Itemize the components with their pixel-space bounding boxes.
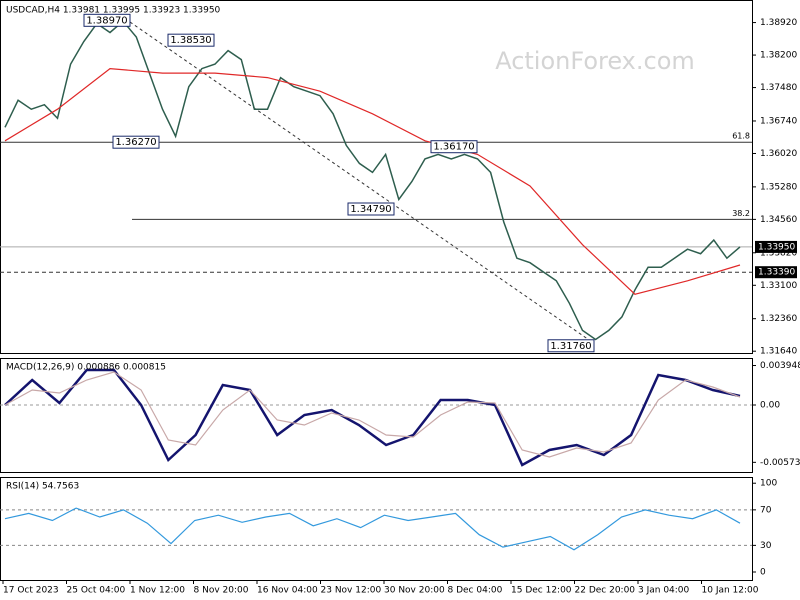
y-tick-label: 70 bbox=[760, 505, 772, 515]
x-tick-label: 10 Jan 12:00 bbox=[702, 586, 759, 596]
panel-frame bbox=[0, 0, 753, 354]
x-tick-label: 22 Dec 20:00 bbox=[575, 586, 636, 596]
series-line bbox=[4, 368, 741, 467]
annotation-box bbox=[347, 202, 395, 216]
annotation-label: 1.36270 bbox=[115, 137, 156, 148]
annotation-label: 1.31760 bbox=[550, 341, 591, 352]
y-tick-label: 1.32360 bbox=[760, 314, 797, 324]
price-box bbox=[755, 240, 797, 253]
annotation-box bbox=[112, 135, 160, 149]
y-tick-label: 100 bbox=[760, 479, 777, 489]
panel-title: USDCAD,H4 1.33981 1.33995 1.33923 1.3395… bbox=[6, 6, 221, 16]
y-tick-label: 1.36740 bbox=[760, 116, 797, 126]
panel-title: MACD(12,26,9) 0.000886 0.000815 bbox=[6, 363, 166, 373]
y-tick-label: 1.31640 bbox=[760, 347, 797, 357]
price-box-label: 1.33390 bbox=[758, 268, 795, 278]
y-tick-label: 0 bbox=[760, 568, 766, 578]
y-tick-label: 1.37480 bbox=[760, 83, 797, 93]
annotation-box bbox=[167, 33, 215, 47]
y-tick-label: 1.33100 bbox=[760, 281, 797, 291]
price-box bbox=[755, 266, 797, 279]
x-tick-label: 30 Nov 20:00 bbox=[384, 586, 445, 596]
panel-frame bbox=[0, 358, 753, 473]
panel-title: RSI(14) 54.7563 bbox=[6, 482, 79, 492]
annotation-box bbox=[547, 339, 595, 353]
x-tick-label: 17 Oct 2023 bbox=[3, 586, 59, 596]
x-tick-label: 3 Jan 04:00 bbox=[638, 586, 690, 596]
annotation-label: 1.34790 bbox=[350, 204, 391, 215]
annotation-box bbox=[83, 13, 131, 27]
series-line bbox=[4, 67, 741, 295]
x-tick-label: 25 Oct 04:00 bbox=[67, 586, 126, 596]
panel-frame bbox=[0, 477, 753, 581]
y-tick-label: 30 bbox=[760, 541, 772, 551]
y-tick-label: -0.005733 bbox=[760, 458, 800, 468]
y-tick-label: 1.33820 bbox=[760, 248, 797, 258]
x-tick-label: 8 Nov 20:00 bbox=[194, 586, 249, 596]
annotation-label: 1.38970 bbox=[86, 15, 127, 26]
x-tick-label: 8 Dec 04:00 bbox=[448, 586, 503, 596]
x-tick-label: 23 Nov 12:00 bbox=[321, 586, 382, 596]
trend-line bbox=[129, 21, 593, 343]
y-tick-label: 1.35280 bbox=[760, 182, 797, 192]
level-label: 61.8 bbox=[732, 132, 750, 141]
x-tick-label: 1 Nov 12:00 bbox=[130, 586, 185, 596]
background bbox=[0, 0, 752, 580]
x-tick-label: 15 Dec 12:00 bbox=[511, 586, 572, 596]
x-tick-label: 16 Nov 04:00 bbox=[257, 586, 318, 596]
y-tick-label: 1.34560 bbox=[760, 215, 797, 225]
level-label: 38.2 bbox=[732, 209, 750, 218]
series-line bbox=[4, 371, 741, 458]
y-tick-label: 1.38200 bbox=[760, 51, 797, 61]
annotation-label: 1.36170 bbox=[433, 142, 474, 153]
series-line bbox=[4, 507, 741, 551]
annotation-box bbox=[430, 140, 478, 154]
watermark: ActionForex.com bbox=[495, 47, 695, 75]
y-tick-label: 1.38920 bbox=[760, 18, 797, 28]
y-tick-label: 1.36020 bbox=[760, 149, 797, 159]
y-tick-label: 0.003948 bbox=[760, 361, 800, 371]
price-box-label: 1.33950 bbox=[758, 242, 795, 252]
annotation-label: 1.38530 bbox=[170, 35, 211, 46]
y-tick-label: 0.00 bbox=[760, 401, 780, 411]
